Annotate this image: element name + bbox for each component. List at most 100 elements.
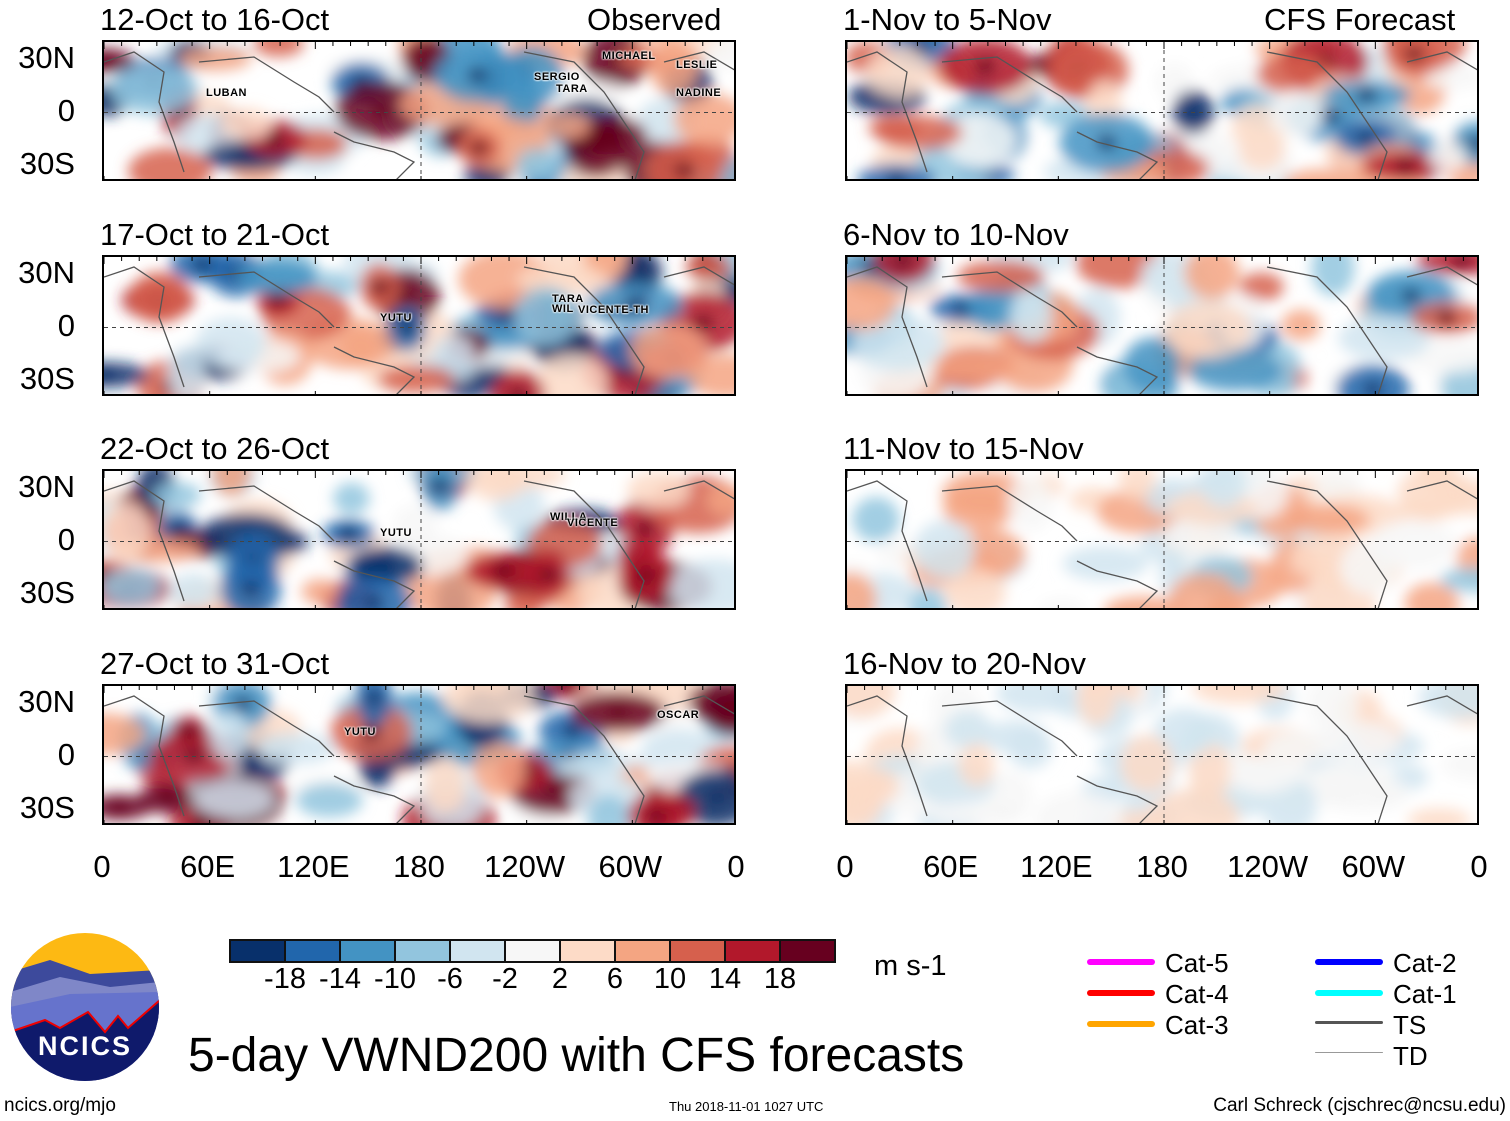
wind-anomaly-blob (1365, 775, 1406, 804)
coastlines (847, 266, 1477, 394)
wind-anomaly-core (562, 723, 583, 738)
wind-anomaly-blob (1168, 572, 1239, 608)
wind-anomaly-core (496, 306, 517, 321)
colorbar-swatch (671, 941, 726, 961)
wind-anomaly-core (429, 478, 450, 493)
storm-label: WILLA (550, 511, 588, 523)
map-panel: YUTU TARA WIL VICENTE-TH (102, 255, 736, 396)
wind-anomaly-core (376, 558, 397, 573)
wind-anomaly-blob (983, 720, 1047, 755)
panel-title: 22-Oct to 26-Oct (100, 431, 330, 466)
legend-line (1087, 959, 1155, 965)
wind-anomaly-blob (859, 769, 900, 804)
wind-anomaly-core (397, 321, 418, 336)
wind-anomaly-blob (253, 42, 305, 57)
wind-anomaly-core (338, 526, 359, 541)
wind-anomaly-blob (1104, 596, 1184, 608)
storm-label: LESLIE (676, 59, 718, 71)
wind-anomaly-blob (1339, 539, 1398, 595)
lat-label: 30S (19, 575, 75, 610)
wind-anomaly-blob (109, 65, 199, 116)
wind-anomaly-core (467, 67, 488, 82)
wind-anomaly-core (396, 288, 417, 303)
wind-anomaly-core (361, 725, 382, 740)
wind-anomaly-blob (629, 324, 707, 379)
footer-url: ncics.org/mjo (4, 1095, 116, 1116)
wind-anomaly-blob (516, 264, 607, 295)
wind-anomaly-core (104, 367, 116, 382)
wind-anomaly-blob (847, 572, 877, 608)
wind-anomaly-blob (673, 93, 734, 146)
wind-anomaly-blob (1263, 730, 1338, 764)
map-panel: YUTU OSCAR (102, 684, 736, 825)
lon-label: 120W (1227, 849, 1309, 884)
legend-line (1315, 1052, 1383, 1053)
lat-label: 30S (19, 146, 75, 181)
wind-anomaly-core (493, 564, 514, 579)
wind-anomaly-blob (1238, 272, 1285, 302)
wind-anomaly-blob (442, 686, 535, 724)
colorbar-swatch (451, 941, 506, 961)
colorbar-label: 18 (763, 963, 797, 995)
wind-anomaly-blob (377, 365, 455, 394)
coastlines (104, 266, 734, 394)
colorbar-units: m s-1 (874, 950, 947, 982)
wind-anomaly-blob (1076, 686, 1117, 726)
header-observed: Observed (587, 2, 722, 37)
colorbar-label: -18 (264, 963, 306, 995)
wind-anomaly-blob (301, 578, 339, 605)
legend-label: Cat-5 (1165, 948, 1229, 978)
colorbar-swatch (781, 941, 834, 961)
wind-anomaly-blob (944, 710, 993, 749)
legend-label: Cat-2 (1393, 948, 1457, 978)
wind-anomaly-blob (1404, 582, 1460, 608)
wind-anomaly-blob (1120, 735, 1174, 793)
map-panel: YUTU WILLA VICENTE (102, 469, 736, 610)
wind-anomaly-blob (857, 164, 936, 179)
lon-label: 0 (836, 849, 854, 884)
panel-title: 27-Oct to 31-Oct (100, 646, 330, 681)
wind-anomaly-core (608, 705, 629, 720)
lat-label: 0 (57, 308, 75, 343)
colorbar-swatch (616, 941, 671, 961)
wind-anomaly-core (369, 279, 390, 294)
legend-line (1087, 1021, 1155, 1027)
wind-anomaly-blob (685, 257, 733, 280)
wind-anomaly-core (626, 265, 647, 280)
panel-title: 6-Nov to 10-Nov (843, 217, 1069, 252)
wind-anomaly-blob (648, 42, 698, 96)
wind-anomaly-blob (1306, 686, 1359, 732)
wind-anomaly-core (634, 521, 655, 536)
wind-anomaly-blob (1398, 498, 1448, 523)
lon-label: 60W (1341, 849, 1406, 884)
wind-anomaly-core (366, 762, 387, 777)
wind-anomaly-blob (875, 115, 963, 151)
lon-label: 120W (484, 849, 566, 884)
storm-label: TARA (556, 83, 588, 95)
lon-label: 0 (93, 849, 111, 884)
wind-anomaly-core (886, 173, 907, 179)
wind-anomaly-blob (333, 482, 370, 515)
wind-anomaly-blob (685, 136, 734, 170)
wind-anomaly-blob (1314, 720, 1400, 763)
wind-anomaly-blob (1007, 475, 1054, 532)
wind-anomaly-blob (104, 567, 161, 606)
wind-anomaly-blob (178, 46, 252, 71)
wind-anomaly-blob (1164, 515, 1240, 557)
coastlines (847, 480, 1477, 608)
legend-label: Cat-3 (1165, 1010, 1229, 1040)
wind-anomaly-blob (942, 486, 1016, 530)
wind-anomaly-core (625, 297, 646, 312)
wind-anomaly-blob (1256, 54, 1334, 95)
lat-label: 30N (18, 40, 75, 75)
coastlines (104, 695, 734, 823)
storm-label: OSCAR (657, 709, 700, 721)
wind-anomaly-blob (151, 482, 202, 509)
legend-label: TS (1393, 1010, 1427, 1040)
wind-anomaly-core (363, 689, 384, 704)
main-title: 5-day VWND200 with CFS forecasts (188, 1029, 965, 1082)
wind-anomaly-blob (424, 757, 467, 814)
storm-label: TARA (552, 293, 584, 305)
map-panel (845, 40, 1479, 181)
